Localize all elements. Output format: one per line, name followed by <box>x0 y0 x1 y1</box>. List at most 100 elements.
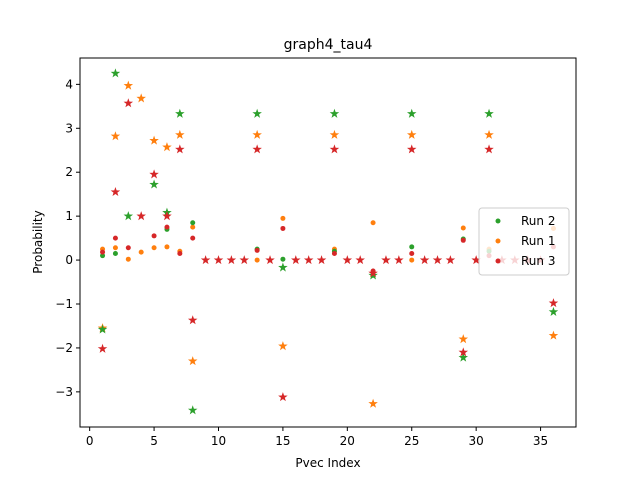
data-point-star <box>406 129 417 139</box>
data-point-star <box>213 255 224 265</box>
data-point-star <box>291 255 301 265</box>
legend-label: Run 3 <box>521 254 555 268</box>
data-point-star <box>200 255 211 265</box>
data-point-star <box>458 334 469 344</box>
data-point-dot <box>409 244 415 250</box>
data-point-dot <box>151 233 157 239</box>
y-tick-label: 1 <box>65 209 73 223</box>
data-point-dot <box>254 257 260 263</box>
data-point-star <box>458 352 469 362</box>
data-point-dot <box>138 249 144 255</box>
y-tick-label: −1 <box>55 297 73 311</box>
data-point-star <box>187 315 198 325</box>
x-tick-label: 20 <box>340 434 355 448</box>
ticks-layer: 0 5 10 15 20 25 30 35 −3 −2 −1 0 1 2 3 4 <box>55 77 548 448</box>
y-axis-label: Probability <box>31 210 45 273</box>
data-point-star <box>187 356 198 366</box>
data-point-dot <box>331 250 337 256</box>
marks-layer <box>97 68 559 415</box>
data-point-star <box>149 169 159 179</box>
data-point-dot <box>100 249 106 255</box>
x-tick-label: 15 <box>275 434 290 448</box>
data-point-star <box>342 255 353 265</box>
data-point-star <box>316 255 327 265</box>
data-point-star <box>329 108 340 118</box>
legend-label: Run 2 <box>521 214 555 228</box>
data-point-star <box>355 255 365 265</box>
data-point-star <box>278 341 288 351</box>
data-point-dot <box>280 225 286 231</box>
data-point-star <box>252 129 262 139</box>
data-point-dot <box>370 220 376 226</box>
data-point-star <box>548 330 559 340</box>
data-point-star <box>484 108 494 118</box>
data-point-star <box>110 68 121 78</box>
data-point-dot <box>460 237 466 243</box>
data-point-star <box>406 144 417 154</box>
data-point-star <box>484 129 494 139</box>
data-point-dot <box>125 256 131 262</box>
data-point-dot <box>164 224 170 230</box>
legend: Run 2 Run 1 Run 3 <box>478 207 570 276</box>
plot-frame <box>79 57 577 428</box>
data-point-star <box>110 186 121 197</box>
data-point-star <box>136 211 146 221</box>
x-tick-label: 0 <box>86 434 94 448</box>
data-point-star <box>187 405 198 415</box>
data-point-star <box>419 255 430 265</box>
data-point-star <box>406 108 417 118</box>
data-point-dot <box>190 224 196 230</box>
x-tick-label: 25 <box>404 434 419 448</box>
legend-marker <box>495 238 501 244</box>
data-point-star <box>110 131 121 141</box>
data-point-star <box>239 255 250 265</box>
data-point-dot <box>112 245 118 251</box>
legend-marker <box>495 218 501 224</box>
data-point-dot <box>125 245 131 251</box>
data-point-star <box>278 262 288 272</box>
series-run-3 <box>97 98 559 402</box>
data-point-star <box>381 255 391 265</box>
data-point-star <box>548 298 559 308</box>
y-tick-label: −3 <box>55 385 73 399</box>
data-point-star <box>278 392 288 402</box>
x-tick-label: 5 <box>150 434 158 448</box>
data-point-star <box>265 255 275 265</box>
data-point-star <box>394 255 404 265</box>
data-point-star <box>329 144 340 154</box>
data-point-dot <box>112 235 118 241</box>
data-point-star <box>175 129 185 139</box>
data-point-star <box>432 255 443 265</box>
data-point-star <box>548 306 559 316</box>
y-tick-label: 0 <box>65 253 73 267</box>
data-point-dot <box>190 220 196 226</box>
data-point-star <box>303 255 314 265</box>
data-point-star <box>445 255 456 265</box>
data-point-star <box>97 324 108 334</box>
data-point-dot <box>164 244 170 250</box>
data-point-star <box>458 347 469 357</box>
data-point-star <box>368 268 378 278</box>
data-point-star <box>123 98 134 108</box>
data-point-star <box>123 80 134 90</box>
y-tick-label: 2 <box>65 165 73 179</box>
data-point-star <box>136 93 146 103</box>
series-run-1 <box>97 80 559 408</box>
data-point-star <box>252 144 262 154</box>
y-tick-label: −2 <box>55 341 73 355</box>
data-point-star <box>162 211 172 221</box>
data-point-dot <box>460 225 466 231</box>
data-point-star <box>471 255 481 265</box>
data-point-star <box>175 108 185 118</box>
x-tick-label: 30 <box>469 434 484 448</box>
chart-title: graph4_tau4 <box>284 37 373 53</box>
data-point-star <box>329 129 340 139</box>
data-point-star <box>97 343 108 353</box>
data-point-dot <box>190 235 196 241</box>
x-axis-label: Pvec Index <box>295 456 360 470</box>
x-tick-label: 10 <box>211 434 226 448</box>
data-point-star <box>484 144 494 154</box>
data-point-star <box>252 108 262 118</box>
